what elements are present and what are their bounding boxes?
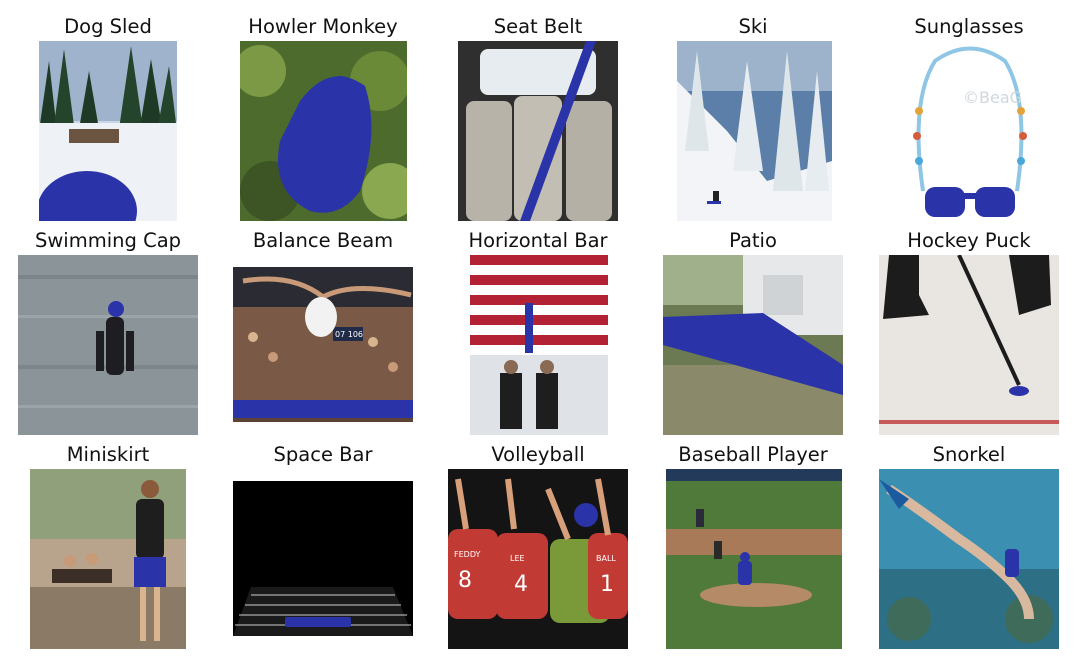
panel-balance-beam: Balance Beam 07 106 xyxy=(233,228,413,438)
panel-image xyxy=(240,41,407,221)
sunglasses-photo: ©BeaG xyxy=(905,41,1035,221)
space-bar-photo xyxy=(233,481,413,636)
swimming-cap-photo xyxy=(18,255,198,435)
hockey-puck-photo xyxy=(879,255,1059,435)
panel-title: Balance Beam xyxy=(252,229,394,252)
jersey-name-1: FEDDY xyxy=(454,550,481,559)
panel-snorkel: Snorkel xyxy=(879,442,1059,652)
panel-patio: Patio xyxy=(663,228,843,438)
jersey-name-3: BALL xyxy=(596,554,616,563)
howler-monkey-photo xyxy=(240,41,407,221)
panel-space-bar: Space Bar xyxy=(233,442,413,652)
panel-image xyxy=(18,255,198,435)
panel-ski: Ski xyxy=(663,14,843,224)
panel-title: Space Bar xyxy=(273,443,373,466)
panel-image xyxy=(879,255,1059,435)
panel-title: Volleyball xyxy=(491,443,585,466)
panel-howler-monkey: Howler Monkey xyxy=(233,14,413,224)
panel-dog-sled: Dog Sled xyxy=(18,14,198,224)
panel-title: Horizontal Bar xyxy=(468,229,608,252)
panel-image xyxy=(879,469,1059,649)
patio-photo xyxy=(663,255,843,435)
watermark-text: ©BeaG xyxy=(963,88,1022,107)
panel-sunglasses: Sunglasses ©BeaG xyxy=(879,14,1059,224)
panel-image xyxy=(470,255,608,435)
panel-image xyxy=(663,255,843,435)
panel-image xyxy=(666,469,842,649)
panel-title: Sunglasses xyxy=(914,15,1024,38)
panel-title: Dog Sled xyxy=(64,15,152,38)
horizontal-bar-photo xyxy=(470,255,608,435)
panel-hockey-puck: Hockey Puck xyxy=(879,228,1059,438)
panel-title: Seat Belt xyxy=(493,15,583,38)
miniskirt-photo xyxy=(30,469,186,649)
jersey-number-8: 8 xyxy=(458,568,472,593)
panel-horizontal-bar: Horizontal Bar xyxy=(448,228,628,438)
ski-photo xyxy=(677,41,832,221)
panel-image xyxy=(233,481,413,636)
snorkel-photo xyxy=(879,469,1059,649)
volleyball-photo: FEDDY 8 LEE 4 BALL 1 xyxy=(448,469,628,649)
panel-swimming-cap: Swimming Cap xyxy=(18,228,198,438)
dog-sled-photo xyxy=(39,41,177,221)
panel-image xyxy=(458,41,618,221)
scoreboard-text: 07 106 xyxy=(335,330,363,339)
panel-title: Miniskirt xyxy=(66,443,150,466)
panel-image: ©BeaG xyxy=(905,41,1035,221)
balance-beam-photo: 07 106 xyxy=(233,267,413,422)
panel-seat-belt: Seat Belt xyxy=(448,14,628,224)
jersey-number-4: 4 xyxy=(514,572,528,597)
panel-image xyxy=(30,469,186,649)
panel-title: Patio xyxy=(729,229,777,252)
seat-belt-photo xyxy=(458,41,618,221)
panel-image xyxy=(39,41,177,221)
panel-image: FEDDY 8 LEE 4 BALL 1 xyxy=(448,469,628,649)
panel-title: Snorkel xyxy=(932,443,1006,466)
panel-title: Ski xyxy=(738,15,768,38)
panel-title: Hockey Puck xyxy=(907,229,1031,252)
jersey-name-2: LEE xyxy=(510,554,525,563)
panel-title: Swimming Cap xyxy=(34,229,182,252)
panel-image xyxy=(677,41,832,221)
jersey-number-1: 1 xyxy=(600,572,614,597)
panel-baseball-player: Baseball Player xyxy=(663,442,843,652)
baseball-player-photo xyxy=(666,469,842,649)
panel-image: 07 106 xyxy=(233,267,413,422)
panel-volleyball: Volleyball FEDDY 8 LEE 4 BALL 1 xyxy=(448,442,628,652)
panel-title: Howler Monkey xyxy=(248,15,398,38)
panel-title: Baseball Player xyxy=(678,443,828,466)
panel-miniskirt: Miniskirt xyxy=(18,442,198,652)
